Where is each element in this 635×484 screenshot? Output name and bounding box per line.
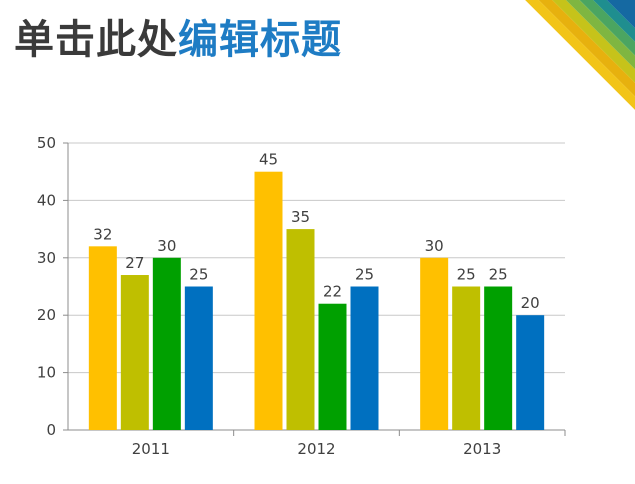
bar-data-label: 25 <box>489 266 508 284</box>
x-tick-label: 2011 <box>132 440 170 458</box>
y-tick-label: 20 <box>37 306 56 324</box>
bar <box>516 315 545 430</box>
bar <box>350 286 379 430</box>
y-tick-label: 50 <box>37 134 56 152</box>
bar-data-label: 25 <box>189 266 208 284</box>
bar-data-label: 30 <box>157 237 176 255</box>
bar-data-label: 25 <box>457 266 476 284</box>
y-tick-label: 40 <box>37 191 56 209</box>
bar-data-label: 22 <box>323 283 342 301</box>
bar <box>120 275 149 430</box>
bar-data-label: 35 <box>291 208 310 226</box>
bar <box>286 229 315 430</box>
bar <box>318 303 347 430</box>
bar <box>88 246 117 430</box>
bar <box>152 257 181 430</box>
corner-stripe <box>552 0 635 83</box>
bar <box>420 257 449 430</box>
bar-data-label: 27 <box>125 254 144 272</box>
title-dark-text: 单击此处 <box>14 17 178 63</box>
x-tick-label: 2013 <box>463 440 501 458</box>
corner-stripes-decoration <box>460 0 635 175</box>
y-tick-label: 0 <box>46 421 56 439</box>
bar-data-label: 30 <box>425 237 444 255</box>
x-tick-label: 2012 <box>297 440 335 458</box>
y-tick-label: 10 <box>37 364 56 382</box>
bar-data-label: 45 <box>259 151 278 169</box>
slide-title[interactable]: 单击此处编辑标题 <box>14 10 342 70</box>
corner-mask <box>460 0 635 175</box>
gridlines <box>68 142 565 431</box>
bar-data-label: 20 <box>521 294 540 312</box>
bar-data-label: 25 <box>355 266 374 284</box>
bar <box>484 286 513 430</box>
bar-data-label: 32 <box>93 225 112 243</box>
title-blue-text: 编辑标题 <box>178 17 342 63</box>
bar <box>254 171 283 430</box>
bar <box>184 286 213 430</box>
y-tick-label: 30 <box>37 249 56 267</box>
bar <box>452 286 481 430</box>
